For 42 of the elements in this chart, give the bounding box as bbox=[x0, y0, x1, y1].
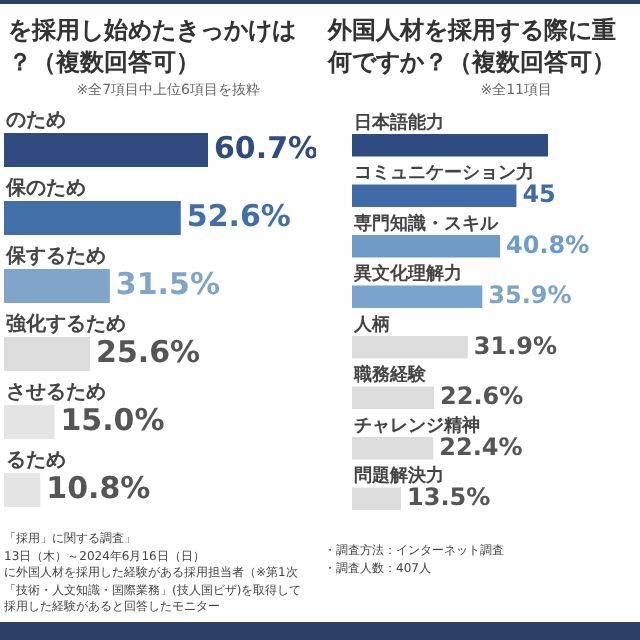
category-label: 専門知識・スキル bbox=[354, 214, 498, 235]
data-label: 13.5% bbox=[407, 483, 491, 511]
bar bbox=[4, 133, 208, 167]
bar bbox=[352, 436, 434, 460]
bar bbox=[352, 133, 548, 157]
bar bbox=[352, 487, 401, 511]
data-label: 52.6% bbox=[186, 197, 291, 234]
data-label: 31.9% bbox=[473, 331, 558, 360]
category-label: 職務経験 bbox=[354, 366, 426, 387]
bar bbox=[352, 184, 517, 208]
category-label: 異文化理解力 bbox=[354, 265, 462, 286]
data-label: 22.6% bbox=[440, 382, 524, 410]
bar bbox=[4, 405, 55, 439]
bar bbox=[4, 269, 110, 303]
data-label: 25.6% bbox=[96, 333, 201, 370]
category-label: 人柄 bbox=[354, 315, 390, 336]
bar bbox=[352, 285, 483, 309]
category-label: 保のため bbox=[6, 178, 86, 201]
category-label: るため bbox=[6, 450, 66, 473]
category-label: 強化するため bbox=[6, 314, 126, 337]
data-label: 22.4% bbox=[439, 432, 523, 461]
category-label: 問題解決力 bbox=[354, 467, 444, 488]
chart-title: 外国人材を採用する際に重何ですか？（複数回答可） bbox=[328, 14, 618, 78]
category-label: コミュニケーション力 bbox=[354, 164, 534, 185]
category-label: 保するため bbox=[6, 246, 106, 269]
bar bbox=[352, 386, 435, 410]
bar bbox=[4, 201, 181, 235]
data-label: 40.8% bbox=[506, 230, 590, 259]
bar bbox=[4, 473, 41, 507]
bar bbox=[352, 335, 468, 359]
data-label: 31.5% bbox=[115, 265, 220, 302]
bar bbox=[352, 234, 501, 258]
data-label: 15.0% bbox=[60, 401, 165, 438]
category-label: 日本語能力 bbox=[354, 113, 444, 134]
category-label: チャレンジ精神 bbox=[354, 416, 480, 437]
category-label: のため bbox=[6, 110, 66, 133]
data-label: 10.8% bbox=[46, 469, 151, 506]
category-label: させるため bbox=[6, 382, 106, 405]
chart-title: を採用し始めたきっかけは？（複数回答可） bbox=[8, 14, 298, 78]
data-label: 45 bbox=[522, 180, 556, 208]
data-label: 35.9% bbox=[488, 281, 572, 309]
bar bbox=[4, 337, 91, 371]
